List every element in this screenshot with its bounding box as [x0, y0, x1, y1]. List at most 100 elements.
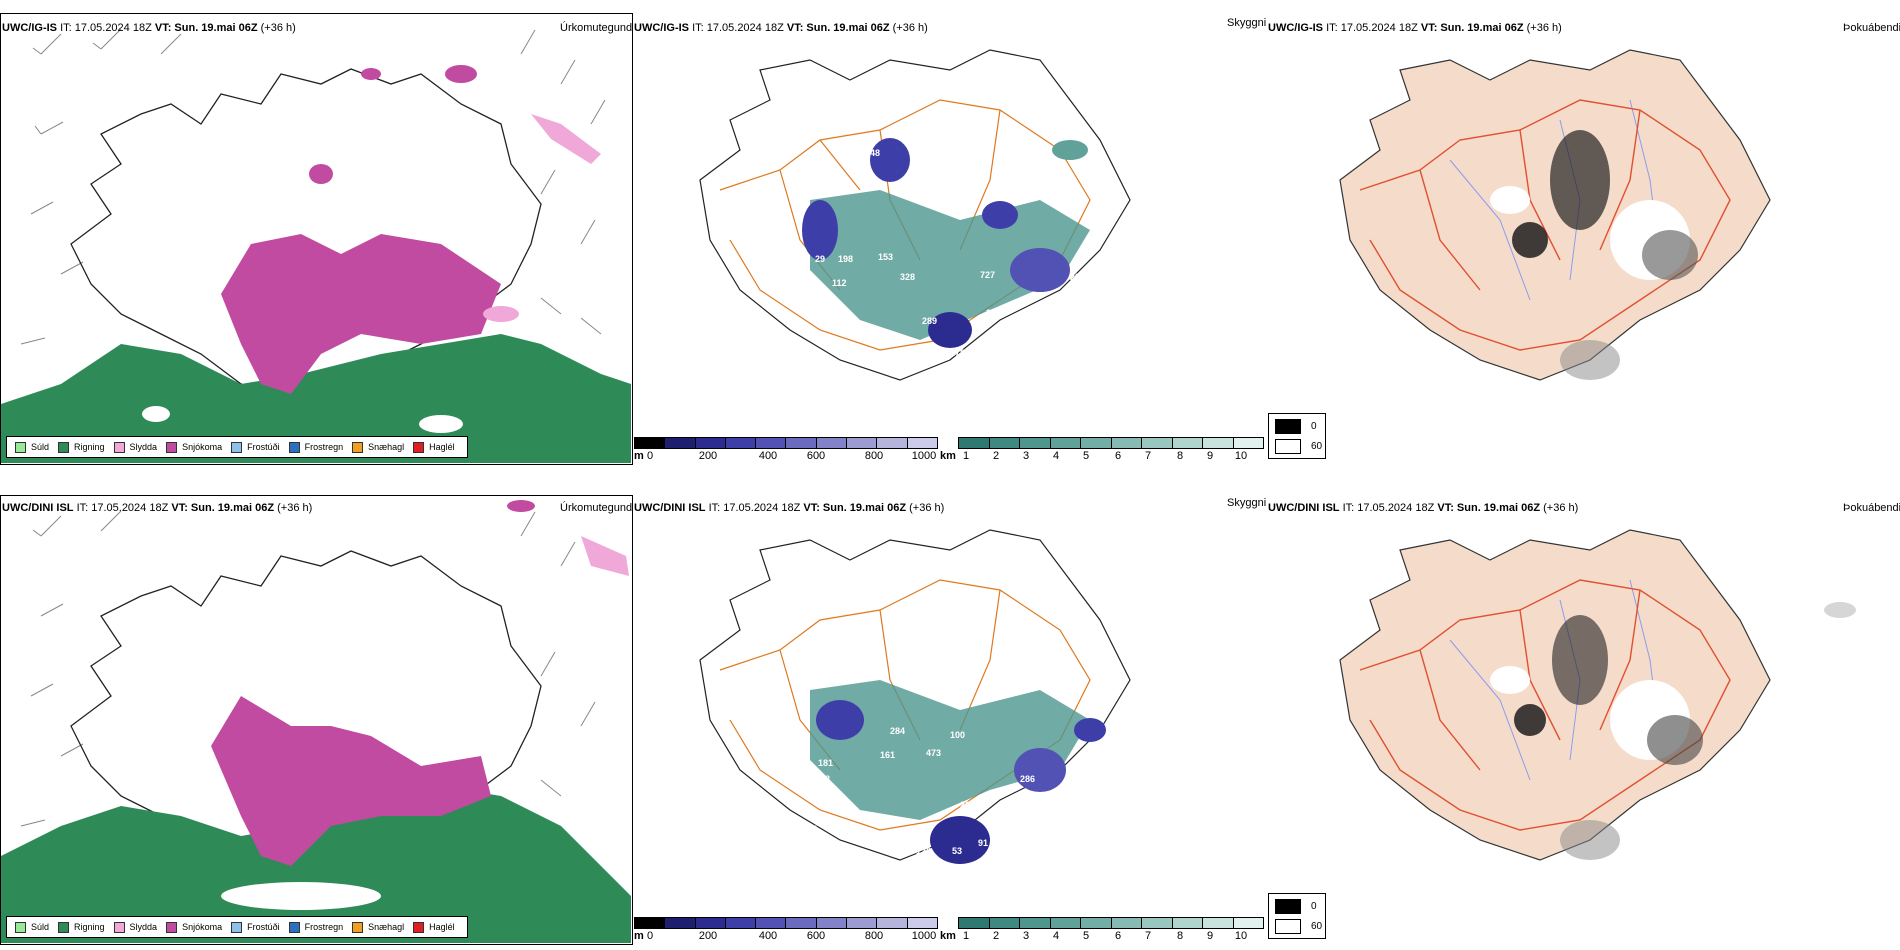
precip-legend: Súld Rigning Slydda Snjókoma Frostúði Fr…	[6, 916, 468, 938]
colorbar-segment	[877, 918, 908, 928]
fog-area	[1647, 715, 1703, 765]
colorbar-segment	[635, 438, 666, 448]
colorbar-segment	[665, 438, 696, 448]
rain-area	[1, 786, 631, 943]
legend-label: Frostregn	[304, 922, 344, 932]
tick-label: 0	[646, 450, 654, 462]
colorbar-segment	[877, 438, 908, 448]
tick-label: 6	[1114, 450, 1122, 462]
colorbar-segment	[1111, 438, 1142, 448]
colorbar-segment	[1172, 438, 1203, 448]
colorbar-segment	[1142, 438, 1173, 448]
fog-area	[1490, 186, 1530, 214]
fog-area	[1560, 820, 1620, 860]
ceiling-label: 266	[1062, 814, 1077, 824]
legend-item: Snjókoma	[166, 921, 222, 933]
sleet-area	[581, 536, 629, 576]
low-visibility-area	[1052, 140, 1088, 160]
lead-time: (+36 h)	[909, 502, 945, 514]
colorbar-segment	[1081, 918, 1112, 928]
colorbar-segment	[1233, 918, 1263, 928]
model-name: UWC/IG-IS	[1268, 22, 1323, 34]
ceiling-label: 126	[916, 846, 931, 856]
tick-label: 5	[1082, 450, 1090, 462]
valid-time-label: VT:	[1437, 502, 1454, 514]
panel-title-fog: Þokuábendi	[1843, 502, 1900, 514]
tick-label: 200	[698, 450, 718, 462]
wind-barbs	[20, 28, 606, 345]
visibility-colorbar-1	[958, 437, 1264, 449]
legend-swatch	[113, 441, 125, 453]
legend-swatch	[15, 441, 26, 453]
fog-key-swatch	[1275, 899, 1301, 914]
ceiling-label: 258	[1062, 786, 1077, 796]
colorbar-segment	[1142, 918, 1173, 928]
ceiling-label: 100	[950, 730, 965, 740]
legend-swatch	[352, 921, 364, 933]
legend-label: Snæhagl	[368, 442, 405, 452]
legend-swatch	[58, 441, 70, 453]
valid-time-label: VT:	[803, 502, 820, 514]
fog-key-row: 0	[1275, 419, 1317, 434]
panel-title-cloud: Skyggni	[1227, 17, 1267, 29]
ceiling-label: 257	[915, 348, 930, 358]
legend-item: Frostúði	[231, 441, 280, 453]
colorbar-segment	[907, 918, 937, 928]
legend-label: Rigning	[74, 922, 105, 932]
fog-key-2: 0 60	[1268, 893, 1326, 939]
ceiling-label: 282	[1066, 304, 1081, 314]
low-ceiling-area	[1074, 718, 1106, 742]
ceiling-label: 198	[838, 254, 853, 264]
tick-label: 8	[1176, 930, 1184, 942]
tick-label: 9	[1206, 930, 1214, 942]
fog-key-swatch	[1275, 919, 1301, 934]
header-precip-2: UWC/DINI ISL IT: 17.05.2024 18Z VT: Sun.…	[2, 502, 312, 514]
valid-time: Sun. 19.mai 06Z	[822, 502, 907, 514]
ceiling-label: 48	[870, 148, 880, 158]
ceiling-labels: 730 48 198 153 198 328 29 147 112 248 72…	[810, 90, 1085, 398]
tick-label: 7	[1144, 930, 1152, 942]
iceland-outline	[699, 529, 1131, 861]
colorbar-segment	[725, 918, 757, 928]
fog-key-label: 60	[1311, 921, 1323, 932]
ceiling-label: 203	[960, 800, 975, 810]
low-visibility-area	[810, 190, 1090, 340]
cloud-map-2: 284 100 161 473 181 328 286 258 247 274 …	[660, 520, 1260, 910]
legend-item: Frostregn	[288, 441, 343, 453]
colorbar-segment	[959, 918, 990, 928]
legend-swatch	[231, 921, 243, 933]
tick-label: 1	[962, 930, 970, 942]
ceiling-label: 328	[815, 774, 830, 784]
legend-item: Slydda	[113, 921, 157, 933]
init-time: IT: 17.05.2024 18Z	[692, 22, 784, 34]
visibility-colorbar-2	[958, 917, 1264, 929]
legend-label: Frostúði	[247, 922, 280, 932]
legend-item: Frostúði	[231, 921, 280, 933]
colorbar-segment	[1172, 918, 1203, 928]
ceiling-label: 222	[1028, 332, 1043, 342]
header-cloud-1: UWC/IG-IS IT: 17.05.2024 18Z VT: Sun. 19…	[634, 22, 928, 34]
legend-item: Rigning	[58, 441, 105, 453]
legend-label: Súld	[31, 442, 50, 452]
colorbar-segment	[989, 438, 1020, 448]
model-name: UWC/IG-IS	[2, 22, 57, 34]
ceiling-label: 181	[818, 758, 833, 768]
fog-key-label: 0	[1311, 901, 1317, 912]
ceiling-label: 284	[890, 726, 905, 736]
sleet-area	[531, 114, 601, 164]
legend-swatch	[413, 921, 425, 933]
legend-item: Frostregn	[288, 921, 344, 933]
ceiling-label: 31	[808, 824, 818, 834]
legend-swatch	[15, 921, 26, 933]
precip-type-map-1: Súld Rigning Slydda Snjókoma Frostúði Fr…	[0, 13, 633, 465]
fog-key-swatch	[1275, 439, 1301, 454]
low-ceiling-area	[982, 201, 1018, 229]
ceiling-label: 289	[922, 316, 937, 326]
tick-label: 600	[806, 450, 826, 462]
legend-swatch	[113, 921, 125, 933]
ceiling-ticks: 0 200 400 600 800 1000	[634, 930, 938, 944]
fog-key-row: 60	[1275, 919, 1322, 934]
lead-time: (+36 h)	[277, 502, 313, 514]
fog-key-label: 0	[1311, 421, 1317, 432]
valid-time: Sun. 19.mai 06Z	[806, 22, 890, 34]
